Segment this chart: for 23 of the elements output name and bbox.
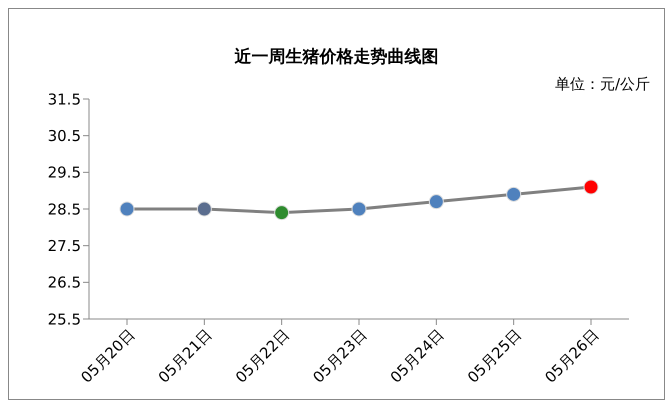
- point: [584, 180, 598, 194]
- y-tick-label: 25.5: [48, 310, 81, 328]
- y-tick-label: 29.5: [48, 164, 81, 182]
- point: [352, 202, 366, 216]
- x-tick-label: 05月20日: [77, 326, 138, 387]
- x-tick-label: 05月22日: [232, 326, 293, 387]
- y-tick-label: 28.5: [48, 200, 81, 218]
- y-tick-label: 31.5: [48, 90, 81, 108]
- point: [428, 194, 444, 210]
- point: [120, 202, 134, 216]
- x-tick-label: 05月26日: [541, 326, 602, 387]
- chart-title: 近一周生猪价格走势曲线图: [234, 46, 440, 68]
- x-tick-label: 05月24日: [386, 326, 448, 387]
- y-tick-label: 27.5: [48, 236, 81, 255]
- point: [274, 205, 290, 220]
- y-tick-label: 26.5: [48, 274, 81, 292]
- text: 单位：元/公斤: [554, 75, 650, 94]
- y-tick-label: 30.5: [48, 126, 81, 145]
- x-tick-label: 05月25日: [464, 326, 525, 387]
- x-tick-label: 05月21日: [154, 326, 216, 387]
- point: [506, 186, 522, 202]
- x-tick-label: 05月23日: [309, 326, 370, 387]
- point: [196, 202, 212, 216]
